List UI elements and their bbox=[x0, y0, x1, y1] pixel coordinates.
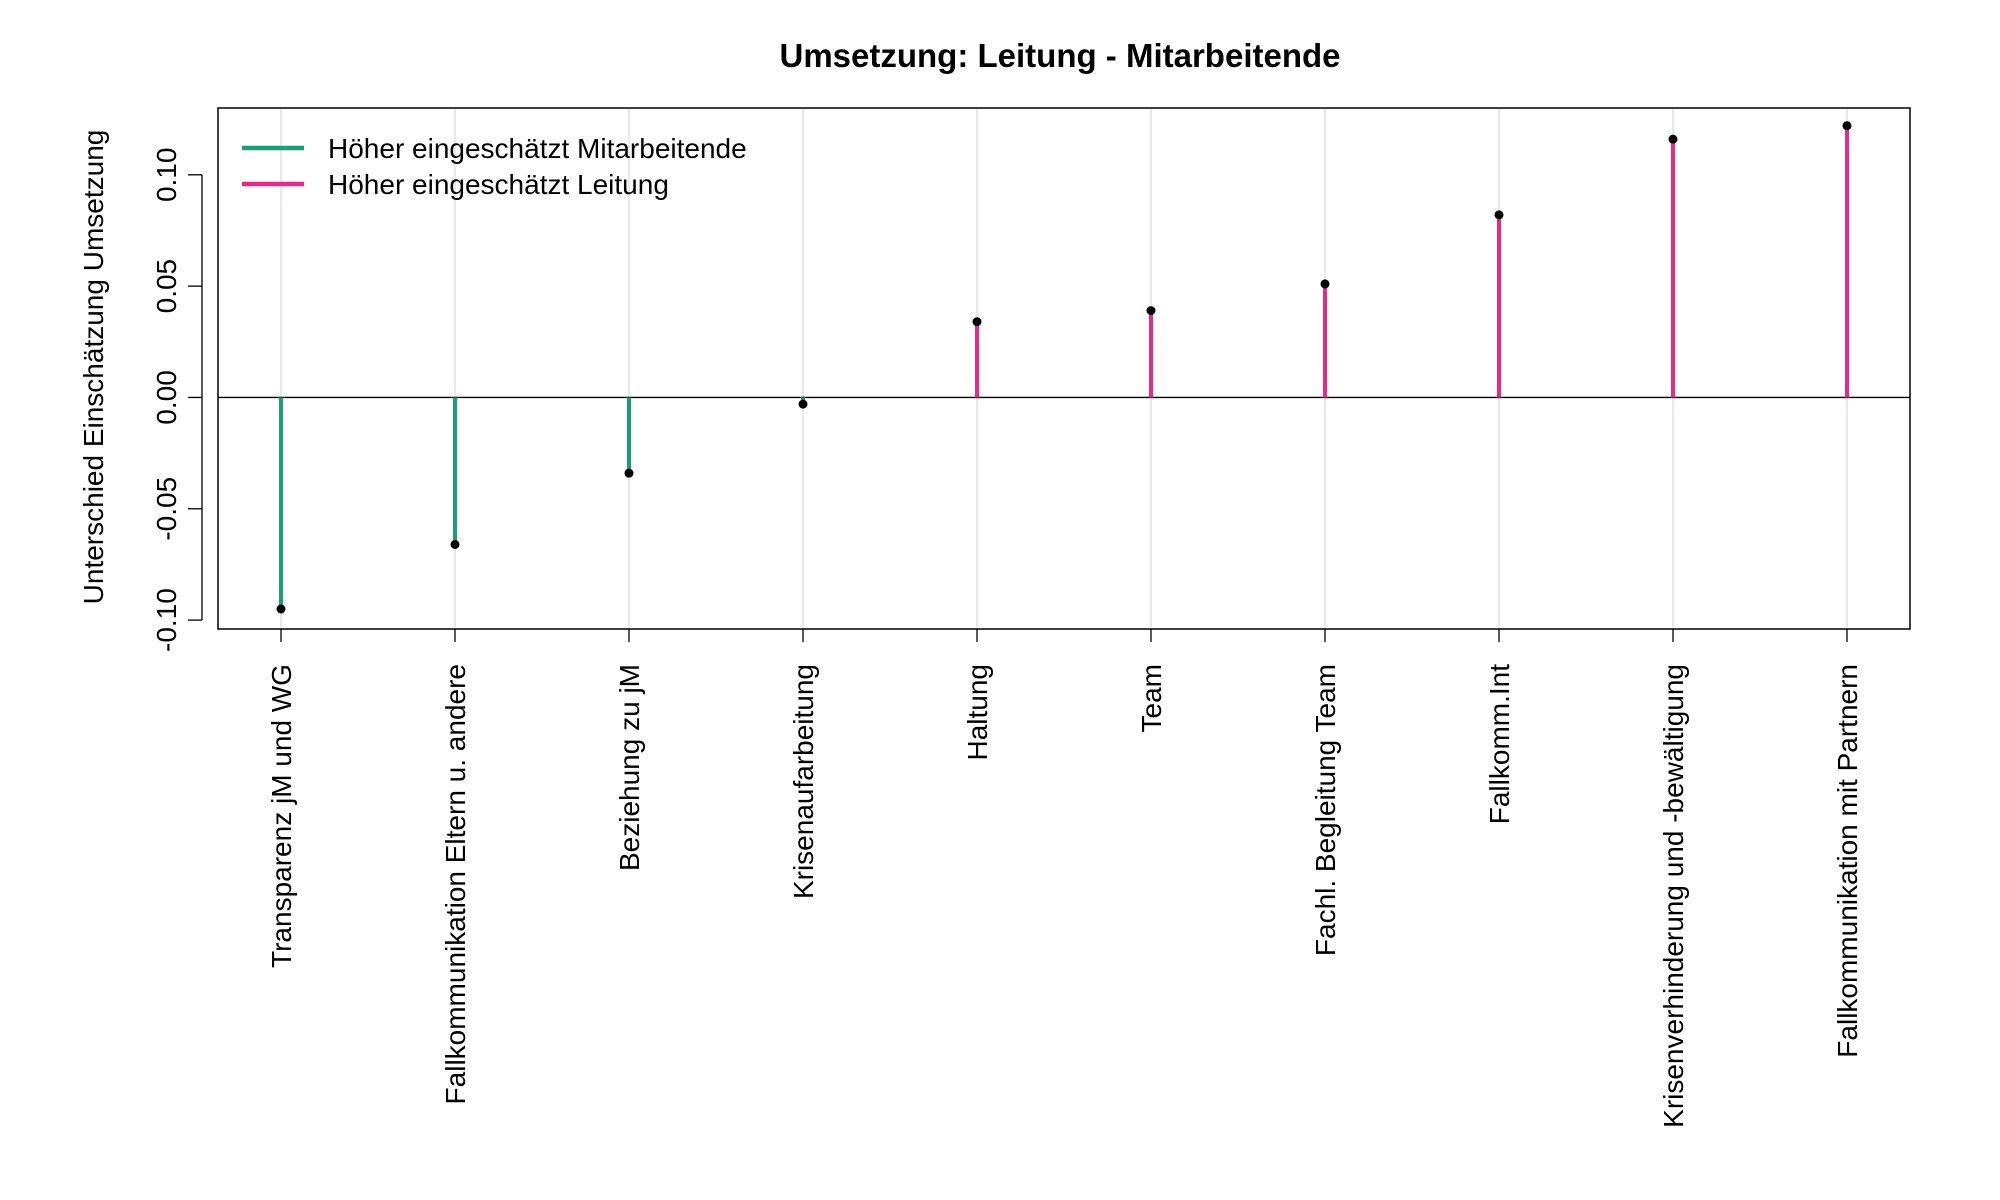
data-point bbox=[1842, 121, 1852, 131]
stems-group bbox=[279, 125, 1849, 609]
data-point bbox=[1494, 210, 1504, 220]
y-tick-label: 0.05 bbox=[151, 259, 182, 314]
data-point bbox=[276, 604, 286, 614]
x-tick-label: Krisenverhinderung und -bewältigung bbox=[1658, 664, 1689, 1128]
x-axis: Transparenz jM und WG Fallkommunikation E… bbox=[266, 629, 1863, 1128]
y-tick-label: 0.00 bbox=[151, 370, 182, 425]
legend-label: Höher eingeschätzt Leitung bbox=[328, 169, 669, 200]
y-axis: -0.10 -0.05 0.00 0.05 0.10 bbox=[151, 148, 203, 652]
plot-frame bbox=[217, 107, 1911, 630]
data-point bbox=[972, 317, 982, 327]
data-point bbox=[1320, 279, 1330, 289]
legend: Höher eingeschätzt Mitarbeitende Höher ei… bbox=[242, 133, 747, 200]
data-point bbox=[1146, 306, 1156, 316]
legend-label: Höher eingeschätzt Mitarbeitende bbox=[328, 133, 747, 164]
x-tick-label: Fallkommunikation Eltern u. andere bbox=[440, 664, 471, 1104]
data-point bbox=[624, 468, 634, 478]
x-tick-label: Haltung bbox=[962, 664, 993, 761]
x-tick-label: Transparenz jM und WG bbox=[266, 664, 297, 968]
x-tick-label: Team bbox=[1136, 664, 1167, 732]
x-tick-label: Fallkommunikation mit Partnern bbox=[1832, 664, 1863, 1058]
points-group bbox=[276, 121, 1852, 614]
chart-title: Umsetzung: Leitung - Mitarbeitende bbox=[780, 37, 1341, 74]
y-tick-label: -0.10 bbox=[151, 588, 182, 652]
data-point bbox=[450, 539, 460, 549]
x-tick-label: Fallkomm.Int bbox=[1484, 664, 1515, 824]
y-tick-label: 0.10 bbox=[151, 148, 182, 203]
x-tick-label: Beziehung zu jM bbox=[614, 664, 645, 871]
data-point bbox=[798, 399, 808, 409]
x-tick-label: Krisenaufarbeitung bbox=[788, 664, 819, 899]
y-tick-label: -0.05 bbox=[151, 477, 182, 541]
data-point bbox=[1668, 134, 1678, 144]
x-tick-label: Fachl. Begleitung Team bbox=[1310, 664, 1341, 956]
y-axis-label: Unterschied Einschätzung Umsetzung bbox=[78, 130, 109, 605]
